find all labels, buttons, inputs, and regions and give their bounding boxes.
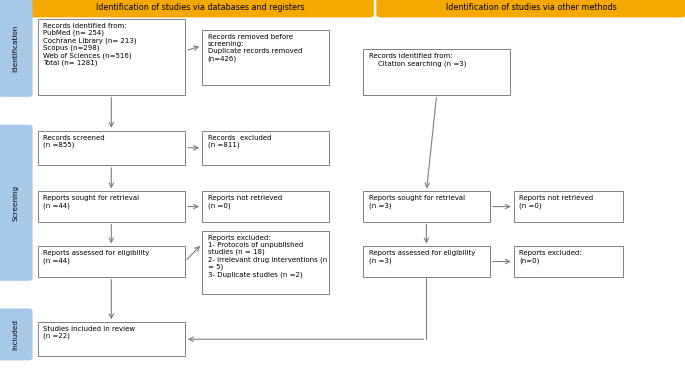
Text: Reports not retrieved
(n =0): Reports not retrieved (n =0) bbox=[519, 195, 593, 209]
Text: Records screened
(n =855): Records screened (n =855) bbox=[43, 135, 105, 148]
FancyBboxPatch shape bbox=[38, 131, 185, 165]
Text: Reports sought for retrieval
(n =3): Reports sought for retrieval (n =3) bbox=[369, 195, 464, 209]
FancyBboxPatch shape bbox=[377, 0, 685, 17]
Text: Identification: Identification bbox=[12, 25, 18, 72]
FancyBboxPatch shape bbox=[202, 231, 329, 294]
Text: Reports assessed for eligibility
(n =44): Reports assessed for eligibility (n =44) bbox=[43, 250, 149, 264]
Text: Records removed before
screening:
Duplicate records removed
(n=426): Records removed before screening: Duplic… bbox=[208, 34, 302, 62]
Text: Reports sought for retrieval
(n =44): Reports sought for retrieval (n =44) bbox=[43, 195, 139, 209]
FancyBboxPatch shape bbox=[0, 125, 32, 280]
FancyBboxPatch shape bbox=[363, 246, 490, 277]
FancyBboxPatch shape bbox=[363, 49, 510, 95]
FancyBboxPatch shape bbox=[363, 191, 490, 222]
FancyBboxPatch shape bbox=[0, 309, 32, 360]
FancyBboxPatch shape bbox=[38, 191, 185, 222]
Text: Records identified from:
    Citation searching (n =3): Records identified from: Citation search… bbox=[369, 53, 466, 67]
Text: Reports assessed for eligibility
(n =3): Reports assessed for eligibility (n =3) bbox=[369, 250, 475, 264]
Text: Reports excluded:
1- Protocols of unpublished
studies (n = 18)
2- Irrelevant dru: Reports excluded: 1- Protocols of unpubl… bbox=[208, 235, 327, 278]
FancyBboxPatch shape bbox=[38, 19, 185, 95]
FancyBboxPatch shape bbox=[0, 0, 32, 97]
FancyBboxPatch shape bbox=[514, 246, 623, 277]
Text: Identification of studies via other methods: Identification of studies via other meth… bbox=[445, 3, 616, 13]
Text: Reports not retrieved
(n =0): Reports not retrieved (n =0) bbox=[208, 195, 282, 209]
Text: Studies included in review
(n =22): Studies included in review (n =22) bbox=[43, 326, 135, 340]
Text: Screening: Screening bbox=[12, 185, 18, 221]
Text: Reports excluded:
(n=0): Reports excluded: (n=0) bbox=[519, 250, 582, 264]
FancyBboxPatch shape bbox=[202, 191, 329, 222]
Text: Records identified from:
PubMed (n= 254)
Cochrane Library (n= 213)
Scopus (n=298: Records identified from: PubMed (n= 254)… bbox=[43, 23, 137, 66]
FancyBboxPatch shape bbox=[38, 246, 185, 277]
FancyBboxPatch shape bbox=[202, 30, 329, 85]
Text: Identification of studies via databases and registers: Identification of studies via databases … bbox=[96, 3, 305, 13]
Text: Records  excluded
(n =811): Records excluded (n =811) bbox=[208, 135, 271, 148]
FancyBboxPatch shape bbox=[38, 322, 185, 356]
FancyBboxPatch shape bbox=[27, 0, 373, 17]
FancyBboxPatch shape bbox=[202, 131, 329, 165]
FancyBboxPatch shape bbox=[514, 191, 623, 222]
Text: Included: Included bbox=[12, 319, 18, 350]
